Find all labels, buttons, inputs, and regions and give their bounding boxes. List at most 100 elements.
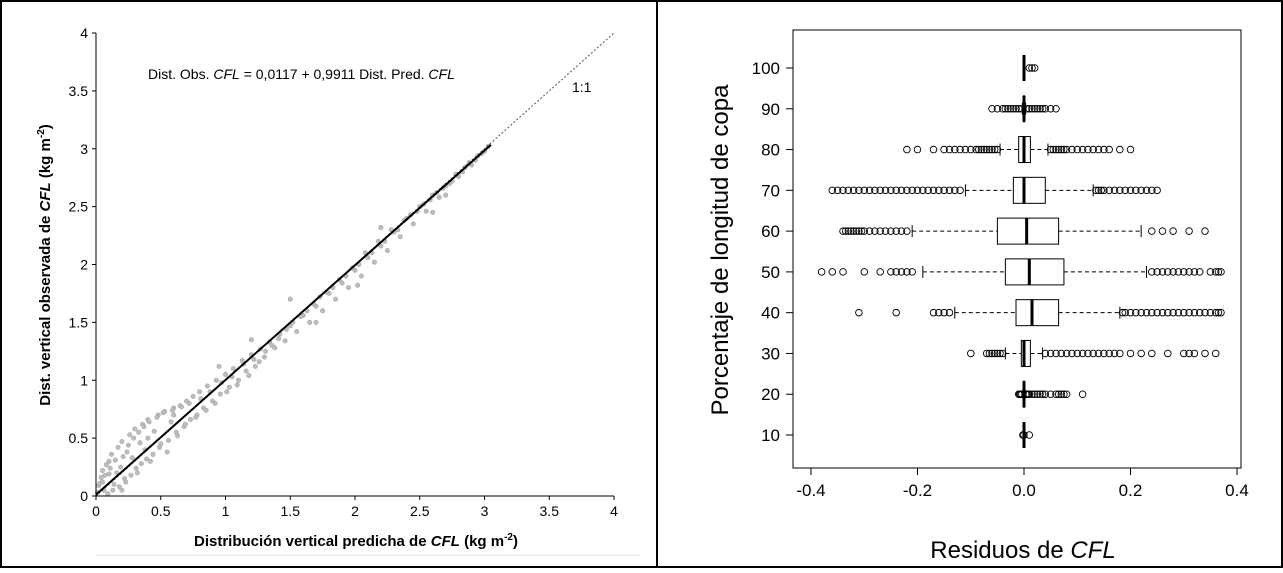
scatter-point — [223, 371, 229, 377]
outlier-point — [892, 268, 900, 276]
outlier-point — [974, 145, 983, 154]
outlier-point — [881, 186, 890, 195]
scatter-point — [168, 419, 174, 425]
outlier-point — [1132, 186, 1140, 195]
outlier-point — [1004, 105, 1012, 113]
scatter-point — [107, 465, 113, 471]
outlier-point — [1078, 349, 1087, 358]
outlier-point — [1148, 308, 1156, 317]
scatter-point — [261, 354, 267, 360]
outlier-point — [1014, 105, 1023, 113]
outlier-point — [967, 349, 975, 358]
outlier-point — [1049, 145, 1058, 154]
outlier-point — [871, 227, 879, 235]
outlier-point — [1089, 145, 1097, 154]
outlier-point — [961, 145, 970, 154]
outlier-point — [1126, 186, 1135, 195]
outlier-point — [1126, 349, 1135, 358]
boxes — [817, 55, 1225, 448]
scatter-point — [193, 414, 199, 420]
outlier-point — [1017, 105, 1026, 113]
outlier-point — [1121, 186, 1129, 195]
outlier-point — [993, 145, 1002, 154]
outlier-point — [1030, 64, 1039, 72]
outlier-point — [1092, 186, 1100, 195]
outlier-point — [1180, 349, 1188, 358]
x-ticks: 0 0.5 1 1.5 2 2.5 3 3.5 4 — [92, 496, 618, 519]
outlier-point — [1094, 145, 1103, 154]
outlier-point — [1148, 227, 1156, 235]
outlier-point — [1052, 105, 1060, 113]
outlier-point — [852, 227, 861, 235]
outlier-point — [828, 186, 837, 195]
y-tick-label: 10 — [761, 426, 780, 445]
scatter-point — [98, 474, 104, 480]
outlier-point — [951, 145, 959, 154]
outlier-point — [1211, 308, 1220, 317]
outlier-point — [1054, 390, 1063, 398]
x-tick-label: -0.2 — [903, 481, 932, 500]
outlier-point — [1001, 105, 1010, 113]
box-60 — [839, 217, 1209, 245]
outlier-point — [1126, 308, 1135, 317]
outlier-point — [1100, 145, 1108, 154]
outlier-point — [833, 186, 842, 195]
outlier-point — [929, 308, 938, 317]
outlier-point — [1190, 308, 1199, 317]
scatter-point — [124, 449, 130, 455]
outlier-point — [1158, 308, 1167, 317]
scatter-point — [307, 319, 313, 325]
scatter-point — [179, 404, 185, 410]
scatter-point — [160, 410, 166, 416]
outlier-point — [1206, 308, 1215, 317]
scatter-point — [125, 442, 131, 448]
outlier-point — [887, 186, 895, 195]
outlier-point — [951, 186, 959, 195]
x-tick-label: 2.5 — [410, 503, 430, 519]
outlier-point — [881, 227, 890, 235]
outlier-point — [1012, 105, 1020, 113]
scatter-point — [378, 243, 384, 249]
scatter-point — [127, 432, 133, 438]
scatter-point — [263, 348, 269, 354]
outlier-point — [1094, 186, 1103, 195]
outlier-point — [1028, 390, 1036, 398]
outlier-point — [1164, 349, 1172, 358]
scatter-point — [111, 481, 117, 487]
outlier-point — [1022, 105, 1031, 113]
outlier-point — [1158, 268, 1167, 276]
scatter-point — [145, 435, 151, 441]
outlier-point — [956, 145, 964, 154]
scatter-point — [365, 255, 371, 261]
outlier-point — [1105, 349, 1113, 358]
y-tick-label: 80 — [761, 141, 780, 160]
y-axis-label: Porcentaje de longitud de copa — [707, 84, 734, 416]
outlier-point — [1038, 105, 1047, 113]
outlier-point — [1052, 390, 1060, 398]
outlier-point — [1180, 308, 1188, 317]
fit-line — [95, 144, 492, 496]
x-axis-label: Residuos de CFL — [930, 537, 1115, 564]
outlier-point — [982, 349, 991, 358]
scatter-point — [358, 273, 364, 279]
x-tick-label: 0.4 — [1225, 481, 1249, 500]
plot-box — [792, 29, 1242, 469]
scatter-point — [157, 444, 163, 450]
outlier-point — [1054, 145, 1063, 154]
box-70 — [828, 176, 1161, 204]
outlier-point — [1046, 105, 1055, 113]
scatter-point — [236, 377, 242, 383]
outlier-point — [990, 349, 999, 358]
scatter-point — [423, 208, 429, 214]
outlier-point — [1137, 186, 1145, 195]
scatter-point — [256, 359, 262, 365]
box-20 — [1014, 380, 1087, 408]
outlier-point — [935, 308, 943, 317]
outlier-point — [828, 268, 837, 276]
outlier-point — [1030, 105, 1039, 113]
outlier-point — [1153, 268, 1161, 276]
scatter-point — [436, 194, 442, 200]
outlier-point — [860, 268, 869, 276]
outlier-point — [1084, 145, 1092, 154]
scatter-point — [203, 407, 209, 413]
